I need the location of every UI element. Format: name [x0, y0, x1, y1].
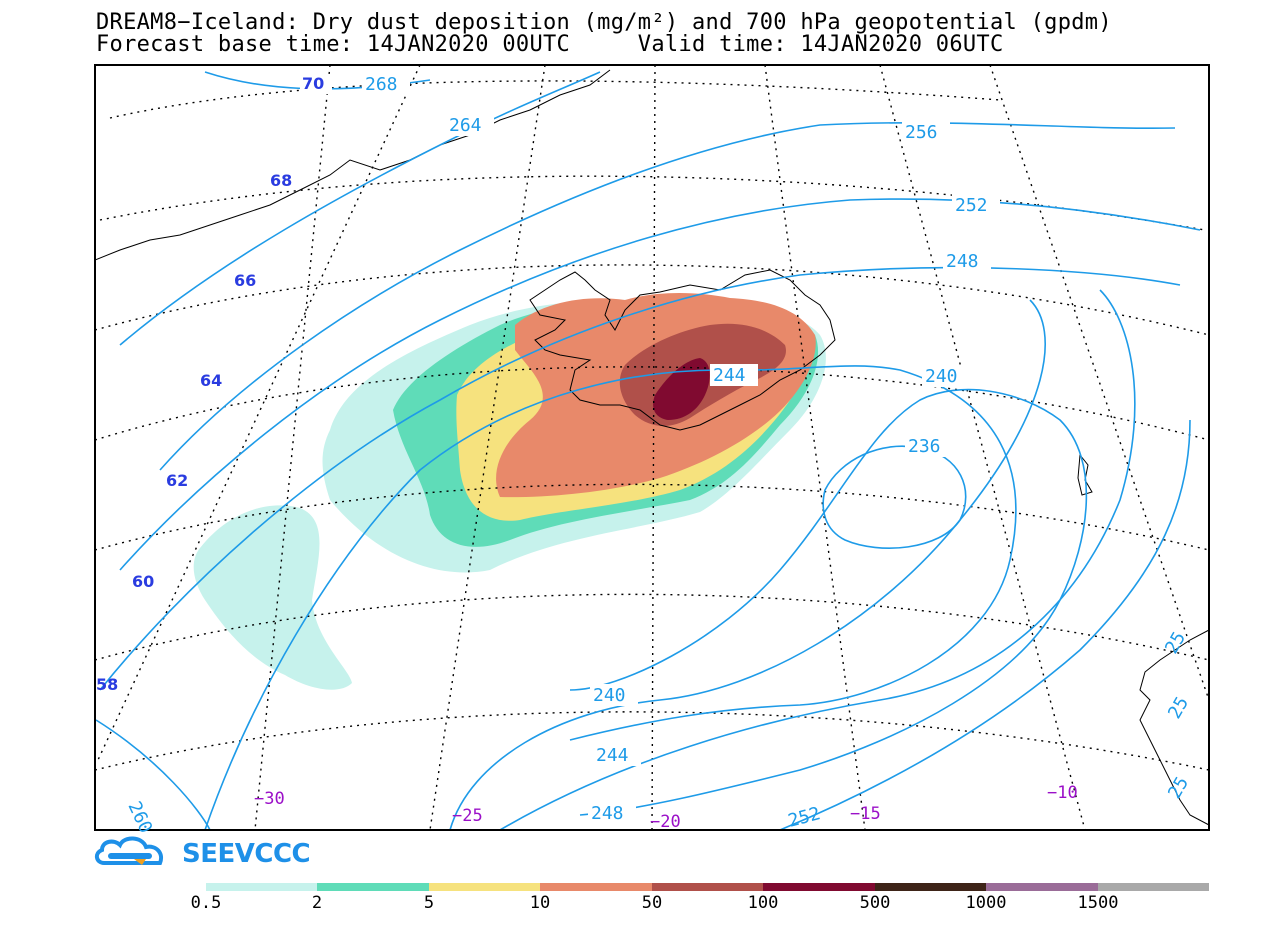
legend-label: 100 [747, 893, 779, 913]
latitude-label: 64 [200, 371, 222, 390]
color-legend [206, 883, 1209, 891]
contour-label: 240 [925, 366, 958, 387]
contour-label: 25 [1164, 693, 1193, 722]
iceland-coast [529, 269, 836, 431]
legend-swatch [874, 883, 987, 891]
contour-label: 268 [365, 74, 398, 95]
latitude-lines [95, 80, 1209, 771]
latitude-label: 60 [132, 572, 154, 591]
longitude-label: −15 [850, 804, 881, 824]
contour-label: 252 [955, 195, 988, 216]
norway-coast [1139, 629, 1209, 826]
contour-label: 244 [713, 365, 746, 386]
contour-label: 248 [946, 251, 979, 272]
legend-label: 5 [423, 893, 435, 913]
legend-swatch [540, 883, 652, 891]
geopotential-contours [95, 71, 1201, 830]
longitude-label: −10 [1047, 783, 1078, 803]
contour-label: 264 [449, 115, 482, 136]
greenland-coast [95, 69, 611, 261]
legend-label: 10 [529, 893, 551, 913]
legend-swatch [428, 883, 541, 891]
legend-swatch [206, 883, 318, 891]
map-frame [94, 64, 1210, 831]
contour-label: 252 [786, 803, 823, 832]
longitude-label: −25 [452, 806, 483, 826]
latitude-label: 68 [270, 171, 292, 190]
latitude-label: 62 [166, 471, 188, 490]
legend-swatch [986, 883, 1098, 891]
legend-swatch [651, 883, 764, 891]
contour-label: 248 [591, 803, 624, 824]
longitude-labels: −30 −25 −20 −15 −10 [254, 783, 1078, 832]
dust-deposition-field [193, 293, 826, 690]
contour-label: 256 [905, 122, 938, 143]
latitude-label: 70 [302, 74, 324, 93]
legend-label: 50 [641, 893, 663, 913]
coastlines [95, 69, 1209, 826]
faroe-coast [1077, 453, 1093, 496]
cloud-icon [95, 836, 163, 865]
contour-label: 236 [908, 436, 941, 457]
seevccc-logo: SEEVCCC [94, 833, 314, 873]
legend-swatch [317, 883, 429, 891]
latitude-label: 66 [234, 271, 256, 290]
longitude-label: −20 [650, 812, 681, 832]
latitude-labels: 70 68 66 64 62 60 58 [96, 74, 332, 694]
dust-level-0.5-lobe [193, 505, 352, 690]
legend-swatch [763, 883, 875, 891]
legend-label: 1000 [965, 893, 1007, 913]
legend-label: 2 [311, 893, 323, 913]
legend-label: 500 [859, 893, 891, 913]
map-time-info: Forecast base time: 14JAN2020 00UTC Vali… [96, 32, 1004, 57]
legend-label: 1500 [1077, 893, 1119, 913]
map-title: DREAM8−Iceland: Dry dust deposition (mg/… [96, 10, 1112, 35]
longitude-lines [97, 65, 1209, 830]
brand-name: SEEVCCC [182, 839, 311, 869]
contour-label: 25 [1161, 628, 1190, 657]
legend-label: 0.5 [190, 893, 222, 913]
contour-label: 244 [596, 745, 629, 766]
dust-level-100 [653, 358, 710, 420]
longitude-label: −30 [254, 789, 285, 809]
legend-swatch [1097, 883, 1209, 891]
contour-label: 240 [593, 685, 626, 706]
latitude-label: 58 [96, 675, 118, 694]
